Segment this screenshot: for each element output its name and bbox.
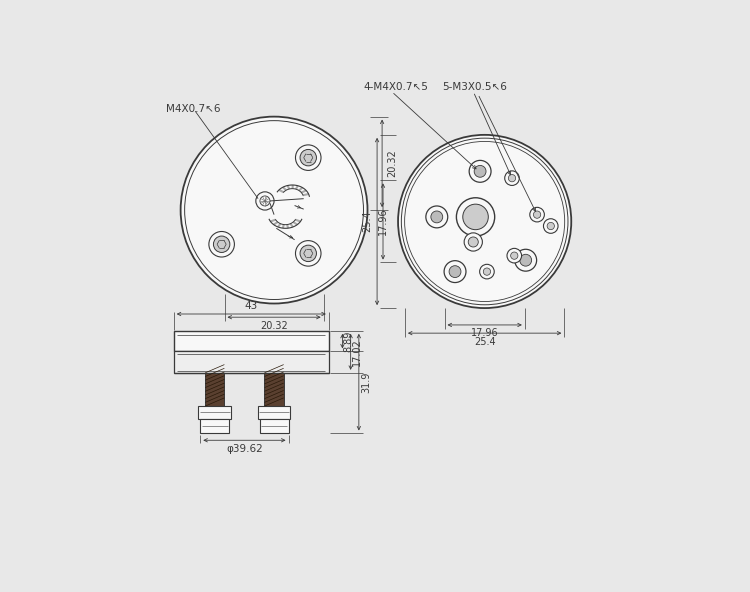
Text: 4-M4X0.7↖5: 4-M4X0.7↖5 <box>364 82 429 92</box>
Text: 20.32: 20.32 <box>387 149 397 177</box>
Circle shape <box>463 204 488 230</box>
Text: 8.89: 8.89 <box>344 330 354 352</box>
Text: 25.4: 25.4 <box>362 211 372 232</box>
Circle shape <box>533 211 541 218</box>
Circle shape <box>426 206 448 228</box>
Circle shape <box>181 117 368 304</box>
Text: 20.32: 20.32 <box>260 321 288 332</box>
Circle shape <box>464 233 482 251</box>
Circle shape <box>296 240 321 266</box>
Text: 17.96: 17.96 <box>471 328 499 338</box>
Text: 5-M3X0.5↖6: 5-M3X0.5↖6 <box>442 82 507 92</box>
Circle shape <box>300 149 316 166</box>
Circle shape <box>470 160 491 182</box>
Circle shape <box>505 171 519 185</box>
Bar <box>174 352 328 373</box>
Circle shape <box>483 268 490 275</box>
Circle shape <box>214 236 230 252</box>
Text: 17.96: 17.96 <box>378 208 388 235</box>
Bar <box>200 419 230 433</box>
Circle shape <box>511 252 518 259</box>
Circle shape <box>520 255 532 266</box>
Circle shape <box>544 218 558 233</box>
Circle shape <box>300 245 316 262</box>
Text: M4X0.7↖6: M4X0.7↖6 <box>166 104 221 114</box>
Circle shape <box>457 198 495 236</box>
Text: 17.02: 17.02 <box>352 338 362 366</box>
Circle shape <box>430 211 442 223</box>
Circle shape <box>296 145 321 170</box>
Text: 43: 43 <box>244 301 258 311</box>
Circle shape <box>530 207 544 222</box>
Circle shape <box>444 260 466 282</box>
Circle shape <box>509 175 516 182</box>
Bar <box>258 406 290 419</box>
Circle shape <box>514 249 537 271</box>
Bar <box>260 419 289 433</box>
Text: 31.9: 31.9 <box>362 371 371 393</box>
Circle shape <box>209 231 235 257</box>
Circle shape <box>480 264 494 279</box>
Circle shape <box>474 165 486 177</box>
Circle shape <box>449 266 461 278</box>
Bar <box>174 331 328 352</box>
Bar <box>199 406 231 419</box>
Circle shape <box>468 237 478 247</box>
Text: 25.4: 25.4 <box>474 337 496 348</box>
Circle shape <box>547 223 554 230</box>
Text: φ39.62: φ39.62 <box>226 444 262 454</box>
Bar <box>265 373 284 406</box>
Circle shape <box>507 249 521 263</box>
Bar <box>206 373 224 406</box>
Circle shape <box>398 135 572 308</box>
